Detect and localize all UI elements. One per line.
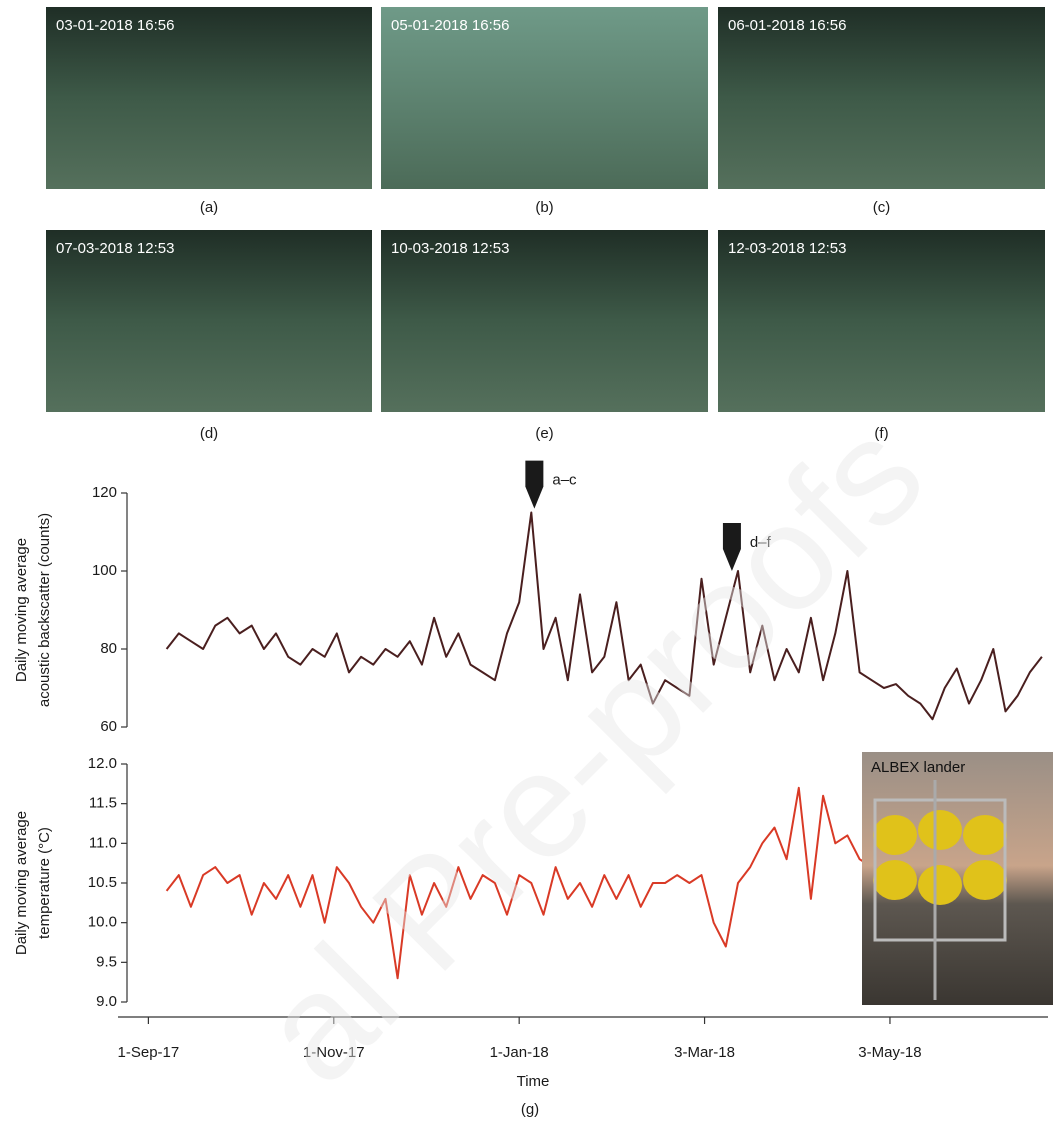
photo bbox=[381, 230, 708, 412]
photo-caption: (a) bbox=[200, 199, 218, 216]
photo bbox=[718, 7, 1045, 189]
x-tick-label: 3-Mar-18 bbox=[674, 1044, 735, 1061]
y-axis-label: Daily moving average bbox=[13, 811, 30, 955]
photo-caption: (b) bbox=[535, 199, 553, 216]
photo-timestamp: 07-03-2018 12:53 bbox=[56, 240, 174, 257]
annotation-arrow bbox=[525, 461, 543, 509]
photo-timestamp: 10-03-2018 12:53 bbox=[391, 240, 509, 257]
watermark: al Pre-proofs bbox=[228, 388, 954, 1114]
y-tick-label: 10.5 bbox=[88, 874, 117, 891]
y-axis-label: acoustic backscatter (counts) bbox=[36, 513, 53, 707]
x-tick-label: 1-Jan-18 bbox=[490, 1044, 549, 1061]
float bbox=[963, 860, 1007, 900]
photo-caption: (d) bbox=[200, 425, 218, 442]
photo-timestamp: 12-03-2018 12:53 bbox=[728, 240, 846, 257]
photo bbox=[46, 7, 372, 189]
y-tick-label: 100 bbox=[92, 562, 117, 579]
photo-timestamp: 05-01-2018 16:56 bbox=[391, 17, 509, 34]
y-tick-label: 60 bbox=[100, 718, 117, 735]
figure: 03-01-2018 16:56 (a) 05-01-2018 16:56 (b) 06… bbox=[0, 0, 1053, 1124]
float bbox=[963, 815, 1007, 855]
photo bbox=[718, 230, 1045, 412]
x-tick-label: 3-May-18 bbox=[858, 1044, 921, 1061]
inset-label: ALBEX lander bbox=[871, 759, 965, 776]
x-tick-label: 1-Sep-17 bbox=[118, 1044, 180, 1061]
y-tick-label: 10.0 bbox=[88, 914, 117, 931]
photo bbox=[46, 230, 372, 412]
photo-caption: (e) bbox=[535, 425, 553, 442]
y-tick-label: 12.0 bbox=[88, 755, 117, 772]
y-axis-label: temperature (°C) bbox=[36, 827, 53, 939]
float bbox=[918, 810, 962, 850]
figure-caption: (g) bbox=[521, 1101, 539, 1118]
x-axis-label: Time bbox=[517, 1073, 550, 1090]
y-tick-label: 11.5 bbox=[89, 795, 117, 812]
float bbox=[918, 865, 962, 905]
float bbox=[873, 815, 917, 855]
y-tick-label: 9.0 bbox=[96, 993, 117, 1010]
photo-timestamp: 03-01-2018 16:56 bbox=[56, 17, 174, 34]
photo bbox=[381, 7, 708, 189]
y-axis-label: Daily moving average bbox=[13, 538, 30, 682]
photo-timestamp: 06-01-2018 16:56 bbox=[728, 17, 846, 34]
y-tick-label: 120 bbox=[92, 484, 117, 501]
y-tick-label: 11.0 bbox=[89, 834, 117, 851]
y-tick-label: 80 bbox=[100, 640, 117, 657]
annotation-label: a–c bbox=[552, 472, 577, 489]
float bbox=[873, 860, 917, 900]
y-tick-label: 9.5 bbox=[96, 953, 117, 970]
photo-caption: (c) bbox=[873, 199, 891, 216]
inset-photo: ALBEX lander bbox=[862, 752, 1053, 1005]
